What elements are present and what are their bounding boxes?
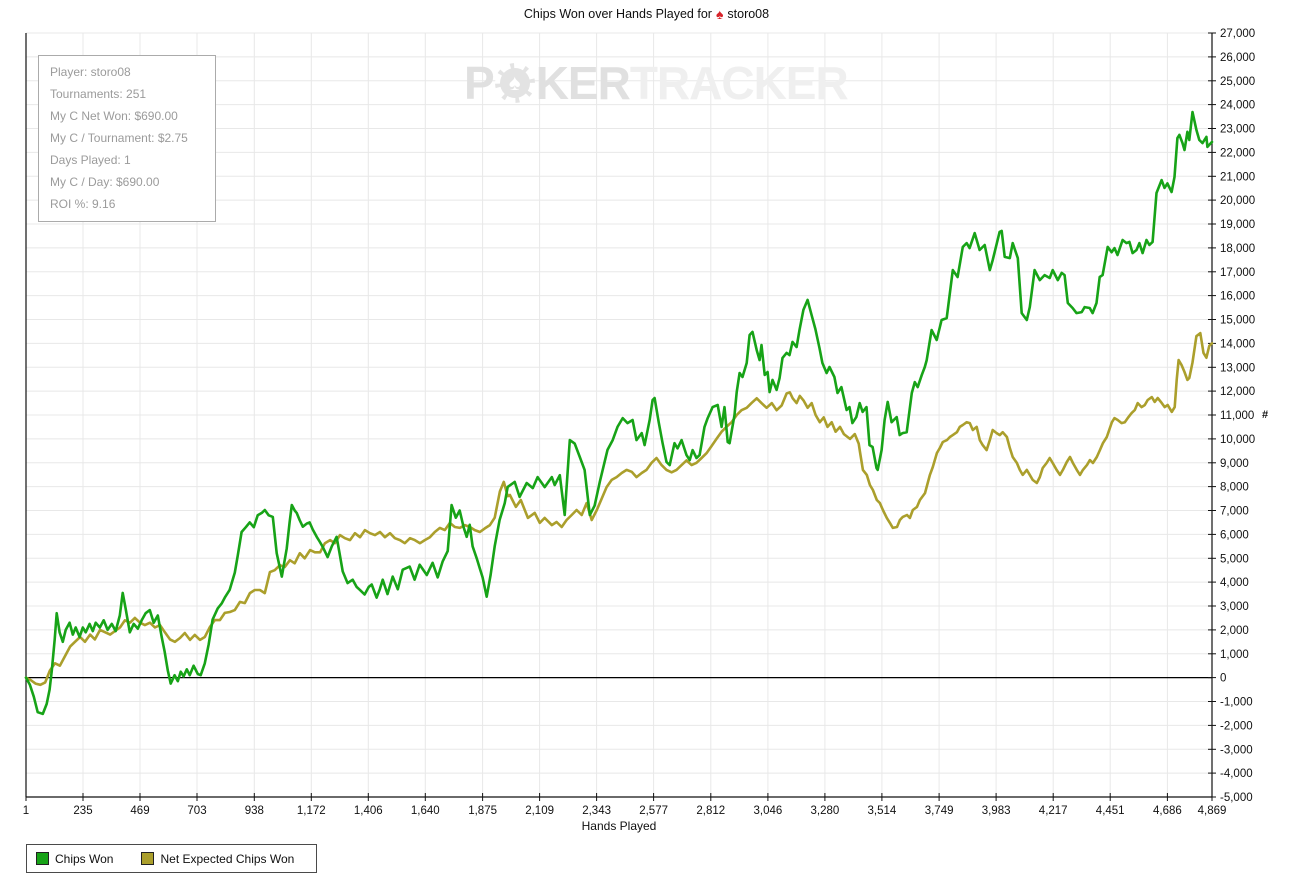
watermark-text-ker: KER [535, 57, 631, 109]
chart-title-prefix: Chips Won over Hands Played for [523, 7, 712, 21]
svg-text:25,000: 25,000 [1220, 76, 1255, 88]
svg-text:3,514: 3,514 [868, 805, 897, 817]
svg-text:3,749: 3,749 [925, 805, 954, 817]
legend-item-chips-won: Chips Won [36, 852, 113, 866]
svg-text:8,000: 8,000 [1220, 482, 1249, 494]
svg-text:21,000: 21,000 [1220, 171, 1255, 183]
svg-text:0: 0 [1220, 673, 1226, 685]
poker-chip-icon: ♠ [494, 63, 535, 103]
svg-text:1,000: 1,000 [1220, 649, 1249, 661]
svg-text:13,000: 13,000 [1220, 362, 1255, 374]
svg-text:4,869: 4,869 [1198, 805, 1227, 817]
legend-item-net-expected: Net Expected Chips Won [141, 852, 294, 866]
chips-won-swatch-icon [36, 852, 49, 865]
series-chips-won [24, 110, 1214, 716]
x-axis-title: Hands Played [581, 819, 657, 833]
stat-player: Player: storo08 [50, 65, 131, 79]
svg-text:19,000: 19,000 [1220, 219, 1255, 231]
svg-text:4,686: 4,686 [1153, 805, 1182, 817]
pokertracker-watermark: P ♠ KER TRACKER [464, 56, 849, 110]
svg-text:2,577: 2,577 [639, 805, 668, 817]
svg-text:-2,000: -2,000 [1220, 720, 1253, 732]
stat-per-day: My C / Day: $690.00 [50, 175, 160, 189]
svg-text:20,000: 20,000 [1220, 195, 1255, 207]
stat-roi: ROI %: 9.16 [50, 197, 116, 211]
svg-text:703: 703 [187, 805, 206, 817]
svg-text:3,983: 3,983 [982, 805, 1011, 817]
stat-days-played: Days Played: 1 [50, 153, 131, 167]
svg-text:4,451: 4,451 [1096, 805, 1125, 817]
svg-text:2,343: 2,343 [582, 805, 611, 817]
svg-text:26,000: 26,000 [1220, 52, 1255, 64]
svg-text:27,000: 27,000 [1220, 28, 1255, 40]
svg-text:9,000: 9,000 [1220, 458, 1249, 470]
svg-text:10,000: 10,000 [1220, 434, 1255, 446]
watermark-text-tracker: TRACKER [629, 57, 849, 109]
svg-text:1,406: 1,406 [354, 805, 383, 817]
svg-text:1,640: 1,640 [411, 805, 440, 817]
svg-text:22,000: 22,000 [1220, 147, 1255, 159]
stat-tournaments: Tournaments: 251 [50, 87, 147, 101]
chart-legend: Chips Won Net Expected Chips Won [26, 844, 318, 873]
svg-text:12,000: 12,000 [1220, 386, 1255, 398]
stat-net-won: My C Net Won: $690.00 [50, 109, 178, 123]
svg-text:3,046: 3,046 [754, 805, 783, 817]
svg-text:24,000: 24,000 [1220, 100, 1255, 112]
svg-text:-1,000: -1,000 [1220, 697, 1253, 709]
pokerstars-spade-icon: ♠ [715, 6, 724, 22]
svg-text:7,000: 7,000 [1220, 506, 1249, 518]
svg-text:-5,000: -5,000 [1220, 792, 1253, 804]
series-net-expected-chips-won [24, 331, 1214, 687]
y-axis-title: # [1262, 409, 1269, 421]
svg-text:16,000: 16,000 [1220, 291, 1255, 303]
svg-text:1,875: 1,875 [468, 805, 497, 817]
svg-text:3,000: 3,000 [1220, 601, 1249, 613]
svg-text:11,000: 11,000 [1220, 410, 1254, 422]
svg-text:2,109: 2,109 [525, 805, 554, 817]
svg-text:17,000: 17,000 [1220, 267, 1255, 279]
svg-text:15,000: 15,000 [1220, 315, 1255, 327]
axis-ticks [25, 32, 1216, 801]
svg-text:23,000: 23,000 [1220, 124, 1255, 136]
legend-label-net-expected: Net Expected Chips Won [160, 851, 295, 866]
svg-text:469: 469 [130, 805, 149, 817]
svg-text:1: 1 [23, 805, 29, 817]
svg-text:5,000: 5,000 [1220, 553, 1249, 565]
watermark-text-p: P [464, 57, 495, 109]
svg-text:2,812: 2,812 [696, 805, 725, 817]
svg-text:6,000: 6,000 [1220, 529, 1249, 541]
svg-text:14,000: 14,000 [1220, 338, 1255, 350]
player-stats-panel: Player: storo08 Tournaments: 251 My C Ne… [38, 55, 216, 222]
svg-text:1,172: 1,172 [297, 805, 326, 817]
svg-text:4,000: 4,000 [1220, 577, 1249, 589]
chip-spade-glyph: ♠ [508, 70, 521, 95]
svg-text:-4,000: -4,000 [1220, 768, 1253, 780]
chart-title-player: storo08 [727, 7, 770, 21]
svg-text:235: 235 [73, 805, 92, 817]
svg-text:-3,000: -3,000 [1220, 744, 1253, 756]
svg-text:3,280: 3,280 [811, 805, 840, 817]
svg-text:18,000: 18,000 [1220, 243, 1255, 255]
net-expected-swatch-icon [141, 852, 155, 865]
chart-title: Chips Won over Hands Played for ♠ storo08 [0, 6, 1293, 22]
y-tick-labels: -5,000 -4,000 -3,000 -2,000 -1,000 0 1,000 2,00… [1220, 28, 1255, 804]
x-tick-labels: 1 235 469 703 938 1,172 1,406 1,640 1,875 2,109 2,… [23, 805, 1227, 817]
stat-per-tournament: My C / Tournament: $2.75 [50, 131, 188, 145]
svg-text:4,217: 4,217 [1039, 805, 1068, 817]
svg-text:938: 938 [245, 805, 264, 817]
svg-text:2,000: 2,000 [1220, 625, 1249, 637]
legend-label-chips-won: Chips Won [55, 851, 114, 866]
